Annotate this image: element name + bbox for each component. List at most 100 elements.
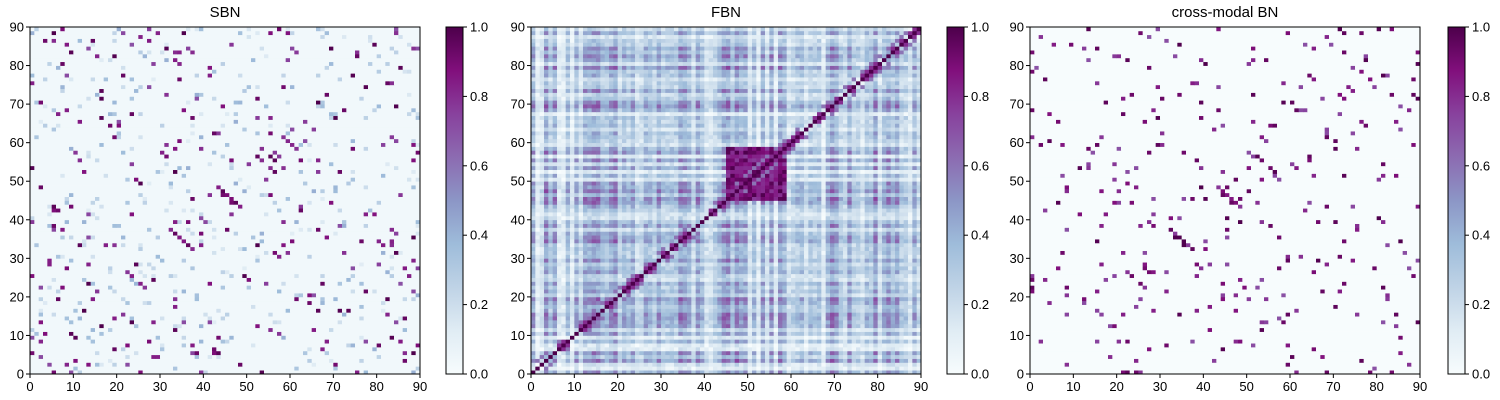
heatmap-cell bbox=[342, 335, 347, 339]
heatmap-cell bbox=[39, 193, 44, 197]
heatmap-cell bbox=[325, 254, 330, 258]
heatmap-cell bbox=[290, 332, 295, 336]
heatmap-cell bbox=[277, 170, 282, 174]
heatmap-cell bbox=[43, 308, 48, 312]
heatmap-cell bbox=[411, 208, 416, 212]
heatmap-cell bbox=[82, 208, 87, 212]
heatmap-cell bbox=[242, 305, 247, 309]
heatmap-cell bbox=[403, 308, 408, 312]
heatmap-cell bbox=[73, 347, 78, 351]
heatmap-cell bbox=[381, 189, 386, 193]
heatmap-cell bbox=[125, 312, 130, 316]
heatmap-cell bbox=[43, 281, 48, 285]
heatmap-cell bbox=[398, 220, 403, 224]
heatmap-cell bbox=[195, 189, 200, 193]
heatmap-cell bbox=[86, 239, 91, 243]
heatmap-cell bbox=[99, 208, 104, 212]
heatmap-cell bbox=[182, 359, 187, 363]
heatmap-cell bbox=[177, 239, 182, 243]
heatmap-cell bbox=[164, 339, 169, 343]
heatmap-cell bbox=[134, 177, 139, 181]
heatmap-cell bbox=[43, 335, 48, 339]
heatmap-cell bbox=[303, 312, 308, 316]
heatmap-cell bbox=[290, 212, 295, 216]
heatmap-cell bbox=[108, 293, 113, 297]
heatmap-cell bbox=[108, 197, 113, 201]
heatmap-cell bbox=[312, 312, 317, 316]
heatmap-cell bbox=[307, 193, 312, 197]
heatmap-cell bbox=[255, 247, 260, 251]
heatmap-cell bbox=[112, 339, 117, 343]
heatmap-cell bbox=[117, 351, 122, 355]
heatmap-cell bbox=[333, 166, 338, 170]
heatmap-cell bbox=[78, 320, 83, 324]
heatmap-cell bbox=[112, 316, 117, 320]
heatmap-cell bbox=[199, 204, 204, 208]
heatmap-cell bbox=[108, 231, 113, 235]
heatmap-cell bbox=[39, 285, 44, 289]
heatmap-cell bbox=[242, 235, 247, 239]
heatmap-cell bbox=[368, 216, 373, 220]
heatmap-cell bbox=[199, 231, 204, 235]
heatmap-cell bbox=[177, 177, 182, 181]
heatmap-cell bbox=[60, 193, 65, 197]
heatmap-cell bbox=[169, 351, 174, 355]
heatmap-cell bbox=[346, 170, 351, 174]
heatmap-cell bbox=[99, 366, 104, 370]
heatmap-cell bbox=[212, 285, 217, 289]
heatmap-cell bbox=[199, 258, 204, 262]
heatmap-cell bbox=[47, 166, 52, 170]
heatmap-cell bbox=[39, 212, 44, 216]
heatmap-cell bbox=[52, 281, 57, 285]
heatmap-cell bbox=[56, 201, 61, 205]
heatmap-cell bbox=[320, 366, 325, 370]
heatmap-cell bbox=[34, 262, 39, 266]
heatmap-cell bbox=[117, 324, 122, 328]
heatmap-cell bbox=[78, 343, 83, 347]
heatmap-cell bbox=[134, 270, 139, 274]
heatmap-cell bbox=[78, 355, 83, 359]
heatmap-cell bbox=[203, 239, 208, 243]
heatmap-cell bbox=[294, 170, 299, 174]
heatmap-cell bbox=[112, 177, 117, 181]
heatmap-cell bbox=[43, 362, 48, 366]
heatmap-cell bbox=[52, 239, 57, 243]
heatmap-cell bbox=[320, 343, 325, 347]
heatmap-cell bbox=[164, 351, 169, 355]
heatmap-cell bbox=[381, 312, 386, 316]
heatmap-cell bbox=[260, 185, 265, 189]
heatmap-cell bbox=[212, 231, 217, 235]
heatmap-cell bbox=[216, 185, 221, 189]
heatmap-cell bbox=[169, 297, 174, 301]
heatmap-cell bbox=[325, 262, 330, 266]
heatmap-cell bbox=[216, 328, 221, 332]
heatmap-cell bbox=[364, 316, 369, 320]
heatmap-cell bbox=[351, 305, 356, 309]
heatmap-cell bbox=[342, 239, 347, 243]
heatmap-cell bbox=[403, 174, 408, 178]
heatmap-cell bbox=[346, 204, 351, 208]
heatmap-cell bbox=[255, 262, 260, 266]
heatmap-cell bbox=[225, 320, 230, 324]
heatmap-cell bbox=[169, 189, 174, 193]
heatmap-cell bbox=[260, 227, 265, 231]
heatmap-cell bbox=[221, 247, 226, 251]
heatmap-cell bbox=[273, 235, 278, 239]
heatmap-cell bbox=[56, 278, 61, 282]
heatmap-cell bbox=[164, 355, 169, 359]
heatmap-cell bbox=[73, 247, 78, 251]
heatmap-cell bbox=[69, 278, 74, 282]
heatmap-cell bbox=[390, 239, 395, 243]
heatmap-cell bbox=[290, 208, 295, 212]
heatmap-cell bbox=[398, 328, 403, 332]
heatmap-cell bbox=[260, 297, 265, 301]
heatmap-cell bbox=[364, 332, 369, 336]
heatmap-cell bbox=[277, 189, 282, 193]
heatmap-cell bbox=[260, 177, 265, 181]
heatmap-cell bbox=[225, 270, 230, 274]
heatmap-cell bbox=[73, 254, 78, 258]
heatmap-cell bbox=[30, 362, 35, 366]
heatmap-cell bbox=[151, 189, 156, 193]
heatmap-cell bbox=[307, 347, 312, 351]
heatmap-cell bbox=[242, 251, 247, 255]
